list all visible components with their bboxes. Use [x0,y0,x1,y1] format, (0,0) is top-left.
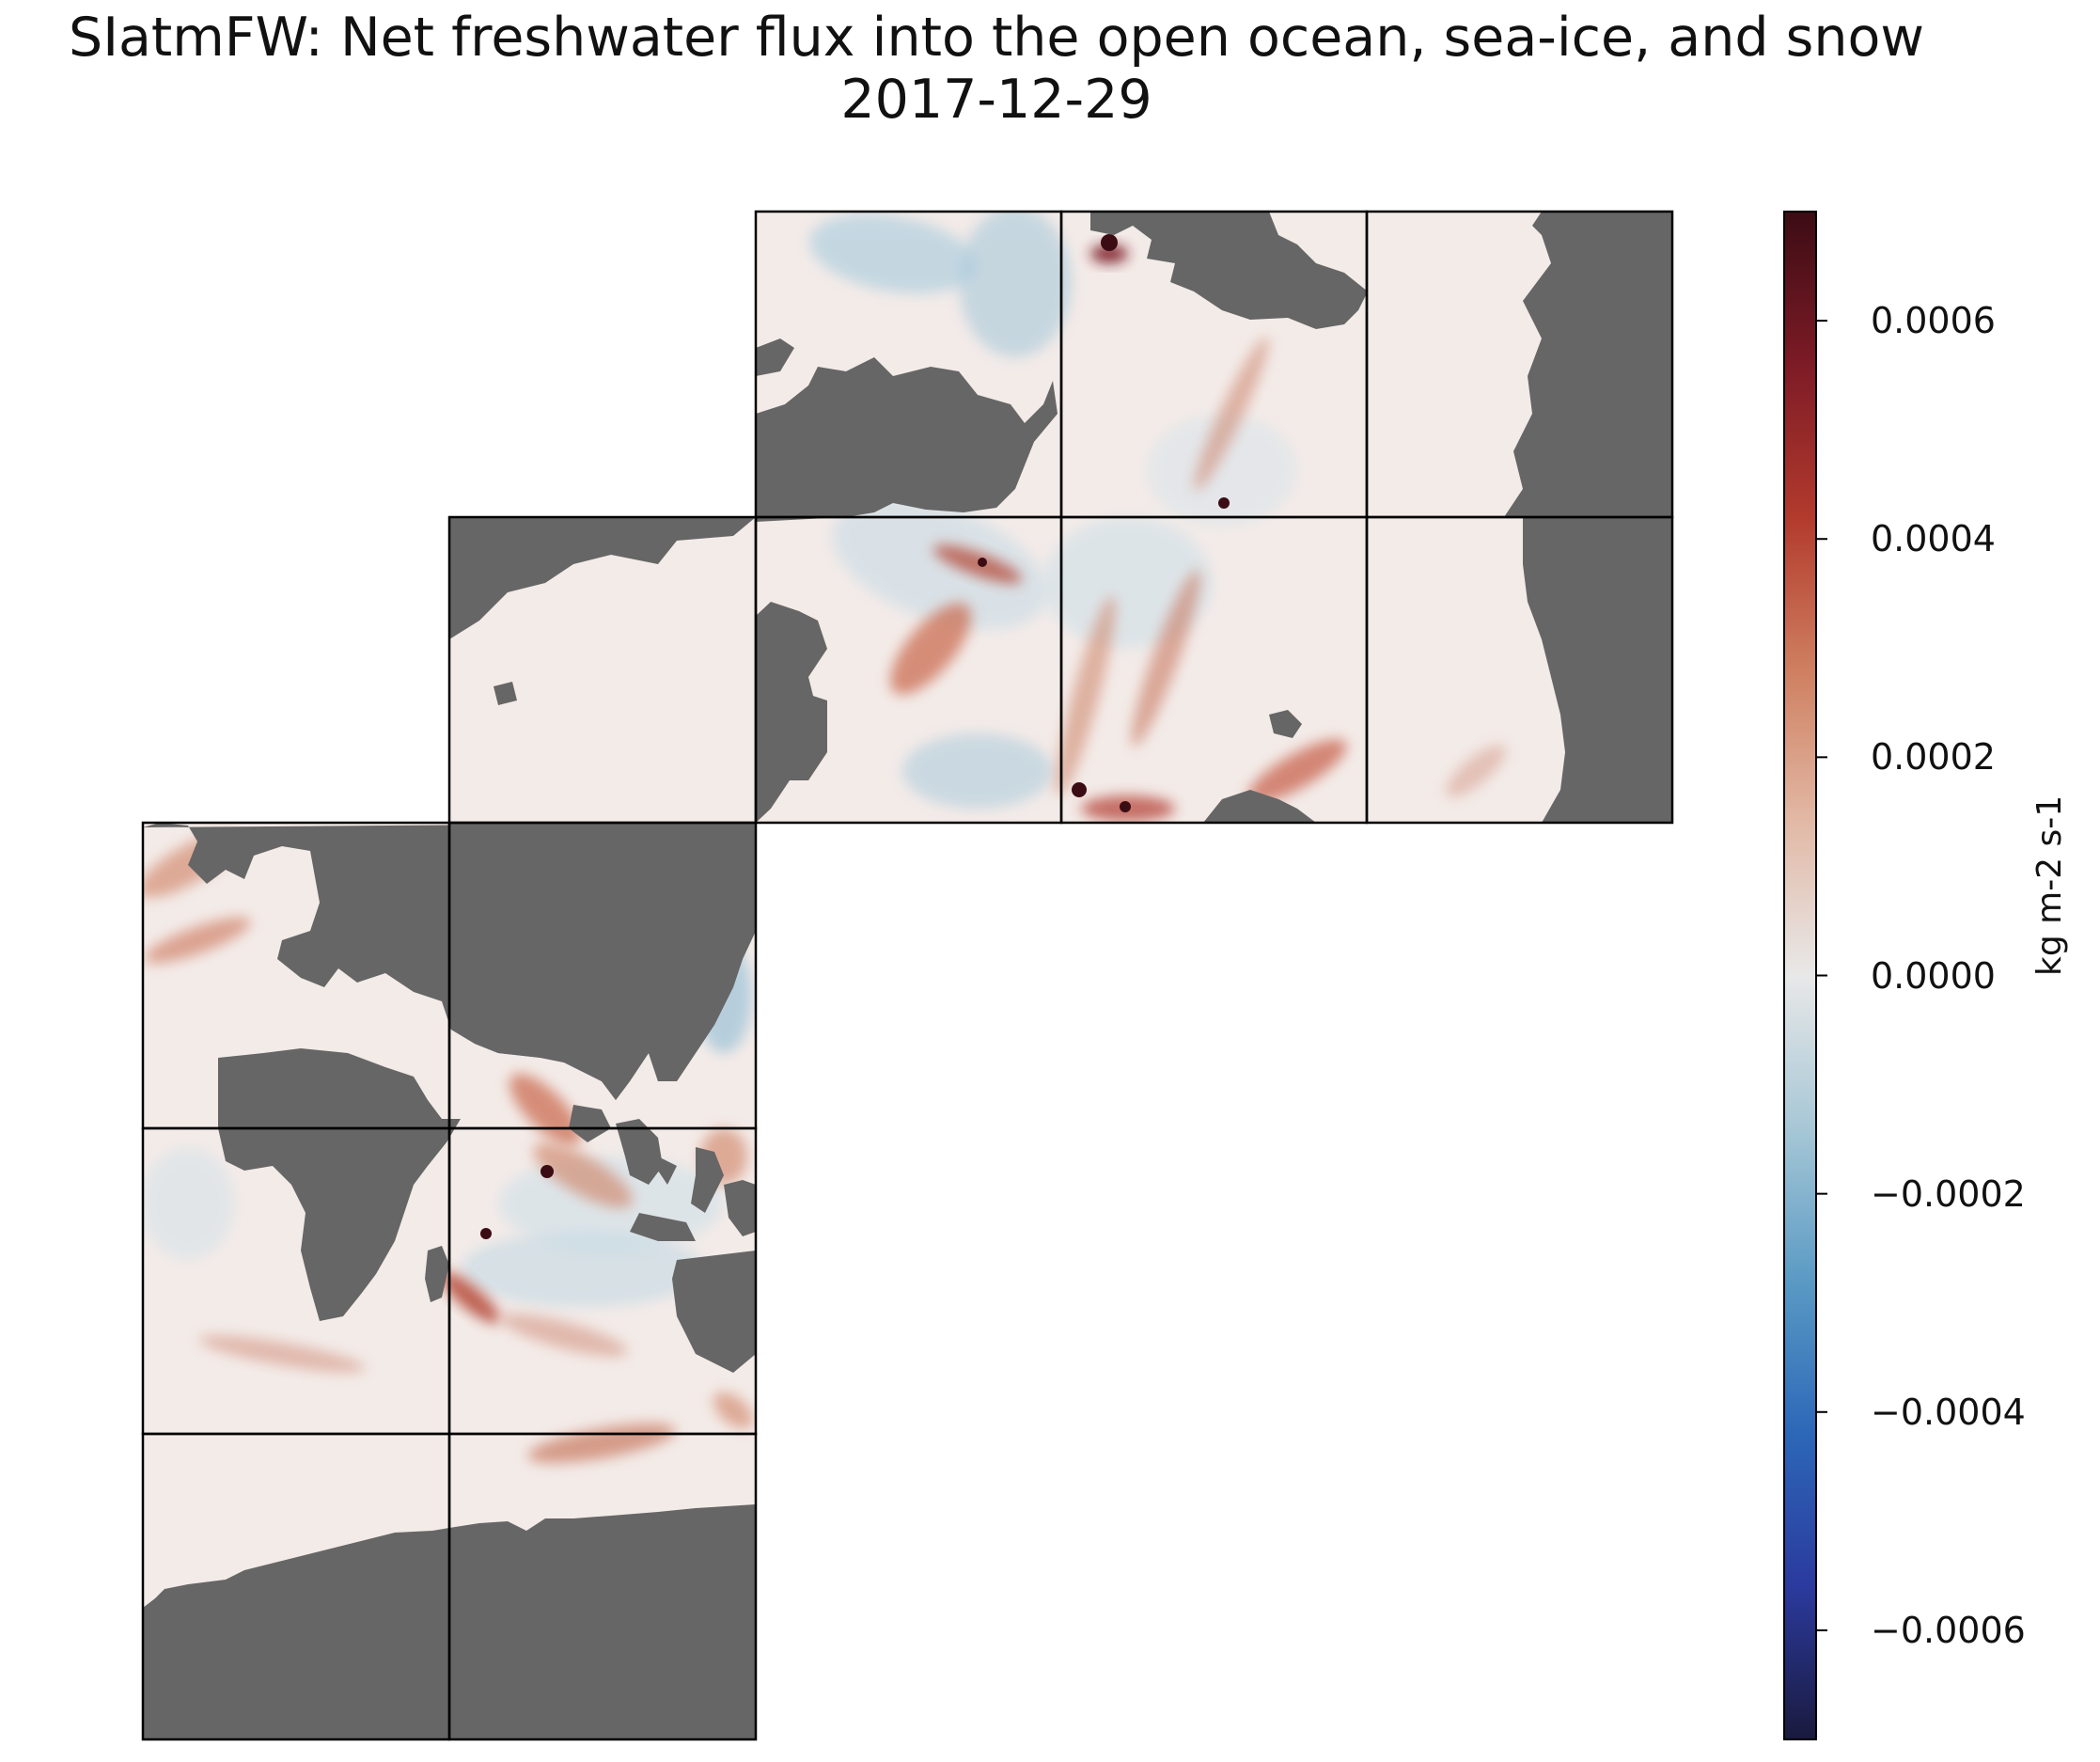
flux-peak [541,1165,554,1178]
flux-feature [1194,337,1269,491]
flux-feature [1056,595,1116,796]
flux-feature [959,212,1072,357]
colorbar [1783,211,1827,1740]
flux-peak [1101,234,1118,251]
flux-peak [1120,801,1131,812]
colorbar-ticks [1816,320,1827,1631]
flux-feature [889,603,972,695]
flux-feature [932,544,1023,584]
colorbar-tick-label: −0.0002 [1871,1172,2026,1215]
flux-feature [1090,244,1128,263]
colorbar-tick-label: 0.0006 [1871,300,1996,342]
flux-feature [533,1142,633,1208]
flux-feature [902,733,1053,809]
flux-feature [809,213,977,294]
flux-feature [1247,739,1347,803]
flux-feature [500,1314,628,1357]
colorbar-label: kg m-2 s-1 [2030,794,2069,976]
colorbar-gradient [1783,211,1817,1740]
flux-feature [832,498,1048,630]
chart-title: SIatmFW: Net freshwater flux into the op… [69,7,1924,69]
flux-peak [978,558,987,567]
flux-feature [440,1271,500,1324]
flux-feature [713,1392,754,1429]
colorbar-tick-label: 0.0002 [1871,736,1996,779]
colorbar-tick-label: 0.0004 [1871,518,1996,560]
colorbar-tick-label: 0.0000 [1871,954,1996,997]
flux-feature [143,1147,235,1260]
tile-grid [141,210,1674,1741]
colorbar-tick-label: −0.0006 [1871,1609,2026,1651]
colorbar-tick-label: −0.0004 [1871,1391,2026,1433]
flux-peak [1072,782,1087,797]
flux-feature [1446,745,1506,797]
flux-peak [1218,497,1230,509]
flux-feature [1147,414,1297,527]
flux-feature [1131,569,1200,747]
chart-subtitle: 2017-12-29 [840,69,1152,131]
flux-feature [198,1335,366,1373]
flux-peak [480,1228,492,1239]
flux-feature [144,917,251,964]
flux-feature [461,1232,705,1307]
